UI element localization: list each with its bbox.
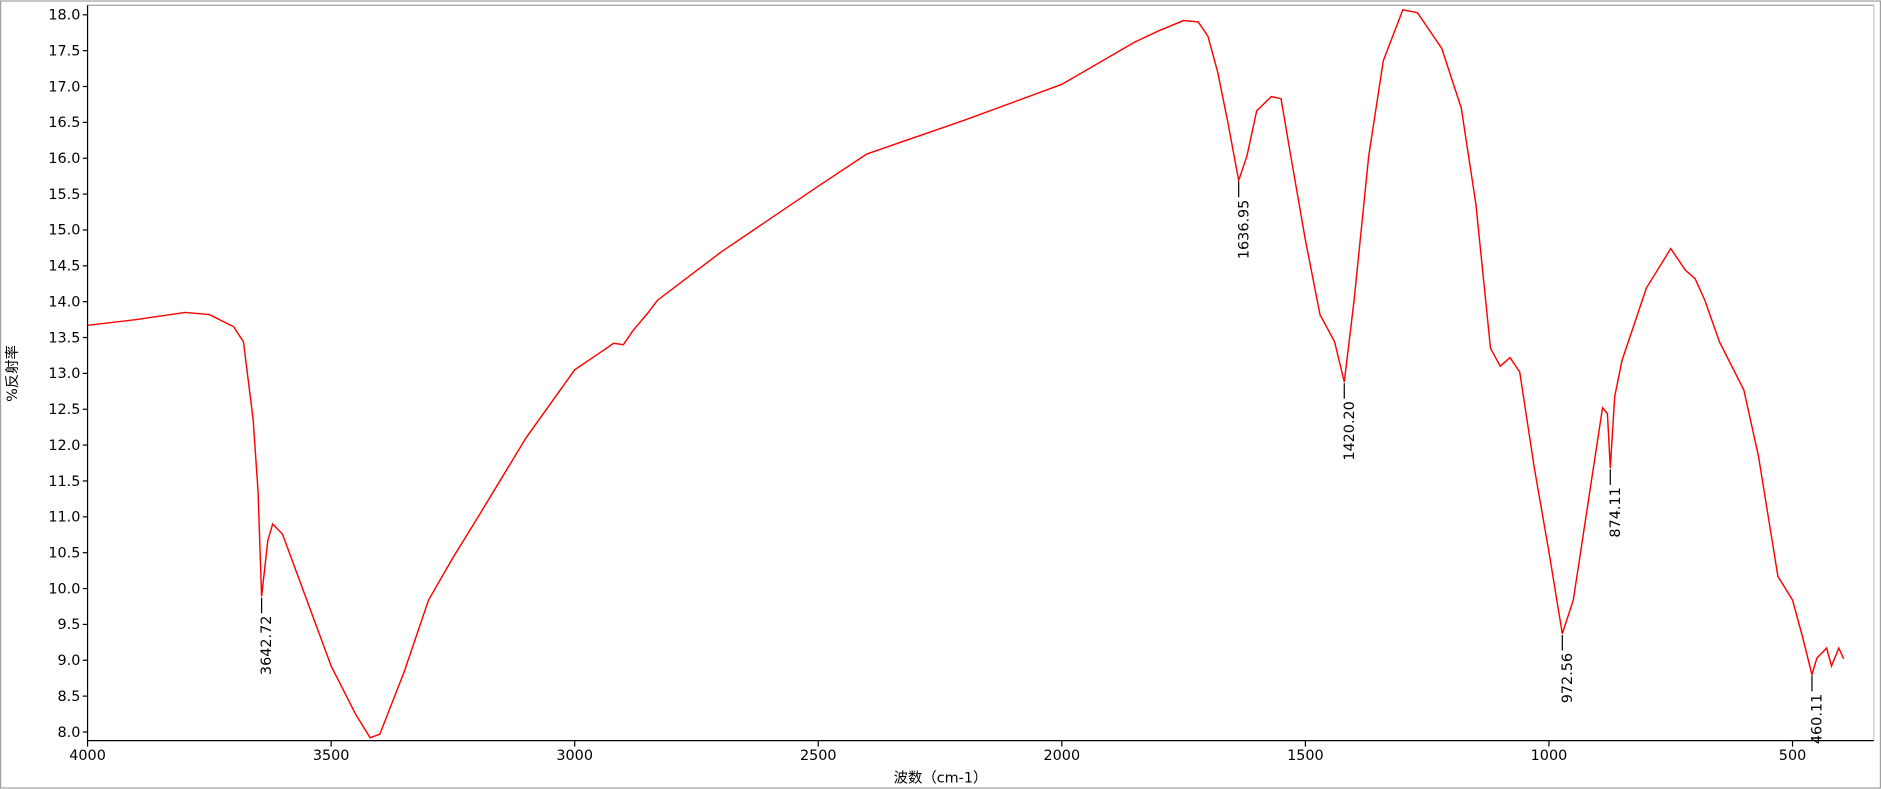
y-tick-label: 9.0 — [57, 653, 80, 669]
y-tick-label: 14.5 — [48, 259, 80, 275]
x-tick-label: 4000 — [69, 748, 106, 764]
x-tick-label: 500 — [1779, 748, 1806, 764]
peak-label: 1420.20 — [1342, 401, 1358, 460]
y-tick-label: 11.5 — [48, 474, 80, 490]
y-tick-label: 15.5 — [48, 187, 80, 203]
x-tick-label: 3500 — [313, 748, 350, 764]
peak-label: 972.56 — [1560, 653, 1576, 703]
peak-label: 460.11 — [1810, 694, 1826, 744]
x-tick-label: 1000 — [1531, 748, 1568, 764]
peak-label: 1636.95 — [1236, 200, 1252, 259]
y-tick-label: 12.5 — [48, 402, 80, 418]
y-tick-label: 8.0 — [57, 725, 80, 741]
y-tick-label: 13.5 — [48, 330, 80, 346]
y-tick-label: 10.0 — [48, 581, 80, 597]
y-tick-label: 17.0 — [48, 79, 80, 95]
spectrum-line — [87, 8, 1845, 739]
y-tick-label: 15.0 — [48, 223, 80, 239]
y-tick-label: 11.0 — [48, 510, 80, 526]
y-tick-label: 13.0 — [48, 366, 80, 382]
y-tick-label: 8.5 — [57, 689, 80, 705]
x-tick-label: 2500 — [800, 748, 837, 764]
y-tick-label: 17.5 — [48, 43, 80, 59]
y-tick-label: 12.0 — [48, 438, 80, 454]
y-axis-label: %反射率 — [4, 345, 21, 402]
x-tick-label: 2000 — [1044, 748, 1081, 764]
y-tick-label: 16.0 — [48, 151, 80, 167]
peak-label: 874.11 — [1608, 487, 1624, 537]
x-axis-label: 波数（cm-1） — [894, 770, 988, 787]
x-tick-label: 1500 — [1287, 748, 1324, 764]
y-tick-label: 14.0 — [48, 294, 80, 310]
y-tick-label: 9.5 — [57, 617, 80, 633]
y-tick-label: 16.5 — [48, 115, 80, 131]
peak-label: 3642.72 — [259, 616, 275, 675]
x-tick-label: 3000 — [556, 748, 593, 764]
y-tick-label: 10.5 — [48, 545, 80, 561]
y-tick-label: 18.0 — [48, 8, 80, 24]
